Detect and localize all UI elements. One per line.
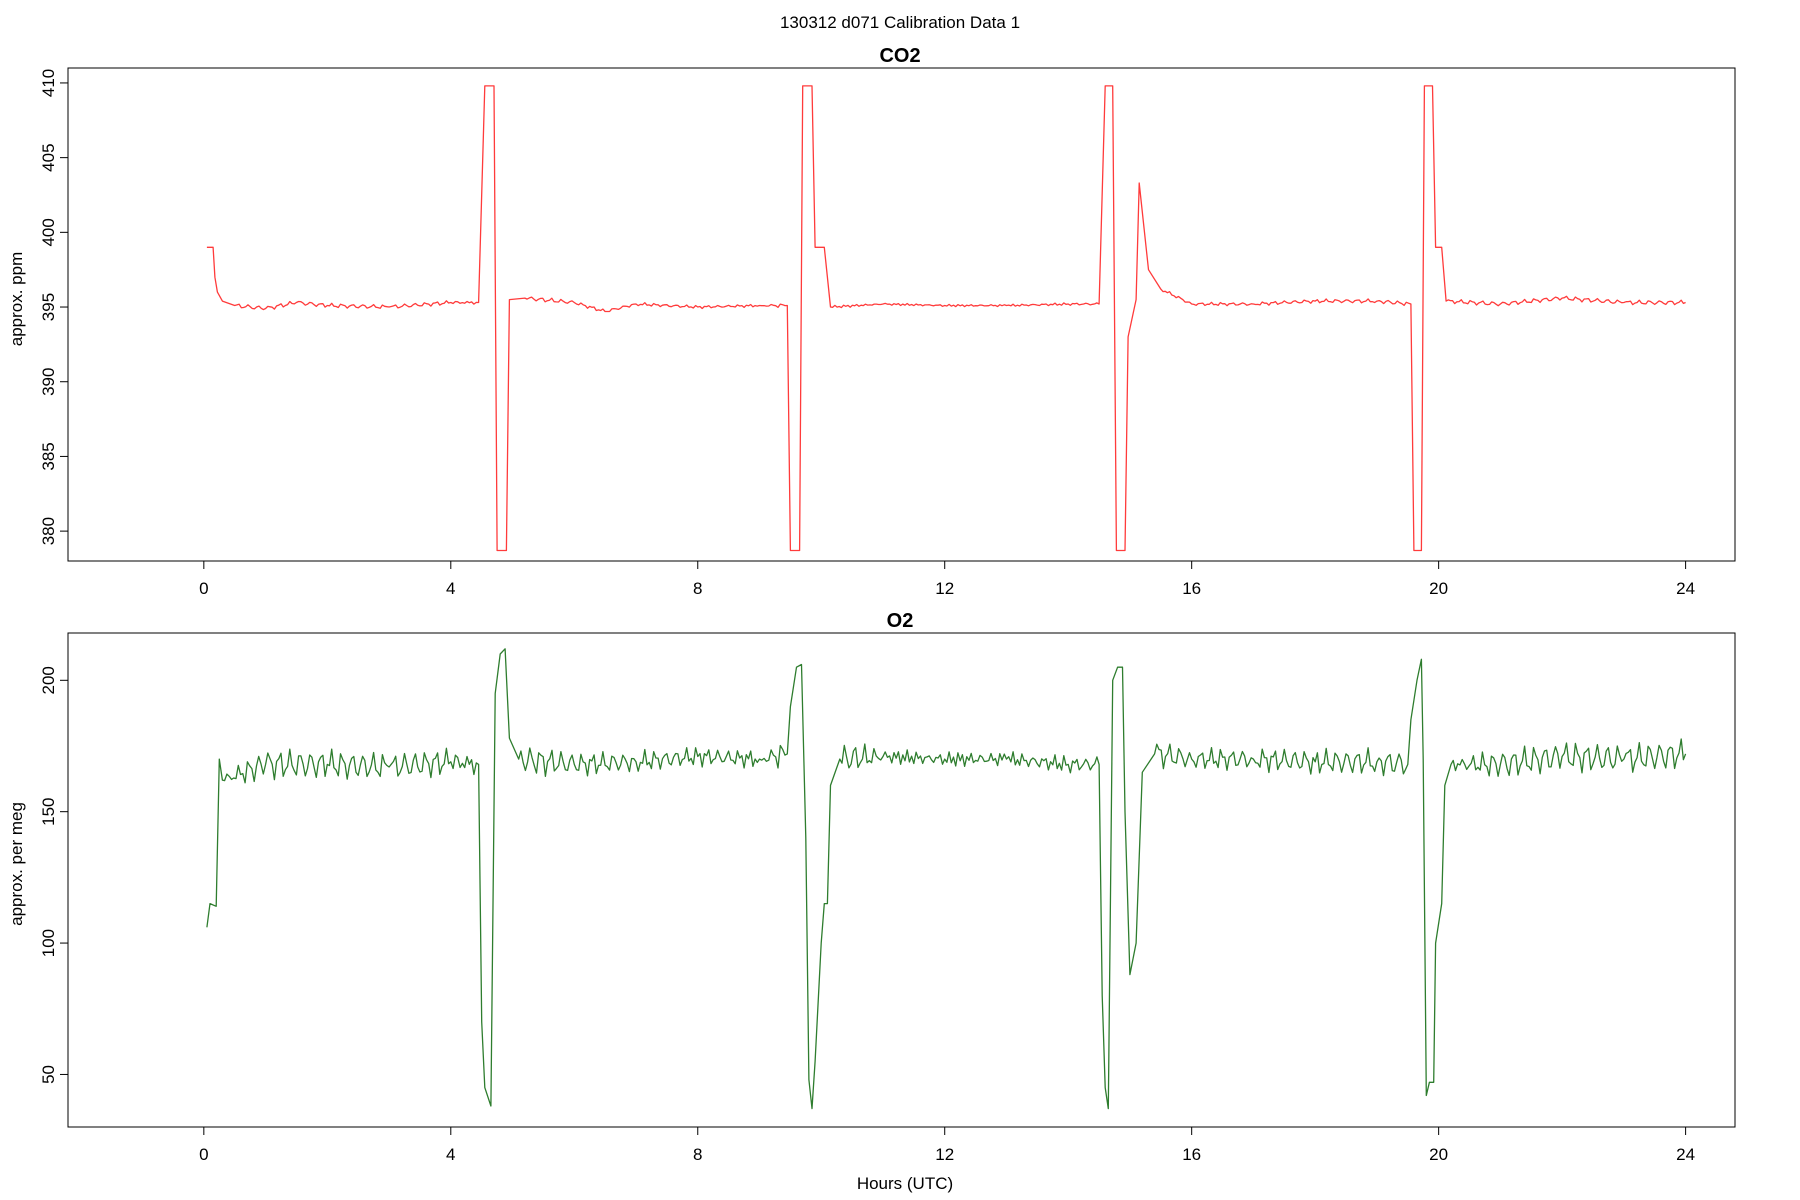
- co2-y-tick-label: 410: [39, 69, 58, 97]
- o2-plot-frame: [67, 632, 1736, 1128]
- co2-x-tick-label: 16: [1182, 579, 1201, 598]
- o2-series-layer: [206, 648, 1687, 1110]
- o2-x-tick-label: 8: [693, 1145, 702, 1164]
- figure-suptitle: 130312 d071 Calibration Data 1: [780, 13, 1020, 32]
- o2-x-tick-label: 0: [199, 1145, 208, 1164]
- o2-y-axis-label: approx. per meg: [7, 802, 26, 926]
- co2-x-tick-label: 8: [693, 579, 702, 598]
- co2-x-axis: 0 4 8 12 16 20 24: [199, 561, 1695, 598]
- o2-x-axis-label: Hours (UTC): [857, 1174, 953, 1193]
- o2-title: O2: [887, 610, 914, 632]
- co2-x-tick-label: 20: [1429, 579, 1448, 598]
- o2-x-tick-label: 16: [1182, 1145, 1201, 1164]
- co2-panel: CO2 0 4 8 12 16 20 24 380 385 390 395 400 405 410 ap…: [7, 45, 1736, 598]
- o2-panel: O2 0 4 8 12 16 20 24 50 100 150 200 approx. per m…: [7, 610, 1736, 1193]
- co2-series-layer: [206, 85, 1686, 552]
- o2-y-tick-label: 100: [39, 929, 58, 957]
- o2-x-axis: 0 4 8 12 16 20 24: [199, 1127, 1695, 1164]
- co2-y-tick-label: 380: [39, 517, 58, 545]
- co2-x-tick-label: 24: [1676, 579, 1695, 598]
- o2-x-tick-label: 24: [1676, 1145, 1695, 1164]
- co2-x-tick-label: 0: [199, 579, 208, 598]
- co2-y-tick-label: 385: [39, 442, 58, 470]
- o2-x-tick-label: 4: [446, 1145, 455, 1164]
- co2-y-tick-label: 390: [39, 368, 58, 396]
- co2-y-tick-label: 395: [39, 293, 58, 321]
- co2-y-axis-label: approx. ppm: [7, 252, 26, 347]
- o2-y-axis: 50 100 150 200: [39, 666, 68, 1084]
- co2-title: CO2: [879, 45, 920, 67]
- o2-y-tick-label: 150: [39, 797, 58, 825]
- co2-y-tick-label: 405: [39, 143, 58, 171]
- co2-y-tick-label: 400: [39, 218, 58, 246]
- co2-y-axis: 380 385 390 395 400 405 410: [39, 69, 68, 545]
- co2-series-line: [206, 85, 1686, 552]
- o2-x-tick-label: 20: [1429, 1145, 1448, 1164]
- o2-x-tick-label: 12: [935, 1145, 954, 1164]
- o2-series-line: [206, 648, 1687, 1110]
- co2-plot-frame: [67, 67, 1736, 562]
- co2-x-tick-label: 4: [446, 579, 455, 598]
- o2-y-tick-label: 200: [39, 666, 58, 694]
- co2-x-tick-label: 12: [935, 579, 954, 598]
- o2-y-tick-label: 50: [39, 1065, 58, 1084]
